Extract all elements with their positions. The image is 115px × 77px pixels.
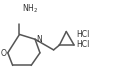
Text: HCl: HCl	[75, 30, 89, 39]
Text: NH$_2$: NH$_2$	[22, 3, 38, 15]
Text: HCl: HCl	[75, 40, 89, 49]
Text: N: N	[36, 35, 41, 44]
Text: O: O	[1, 49, 7, 58]
